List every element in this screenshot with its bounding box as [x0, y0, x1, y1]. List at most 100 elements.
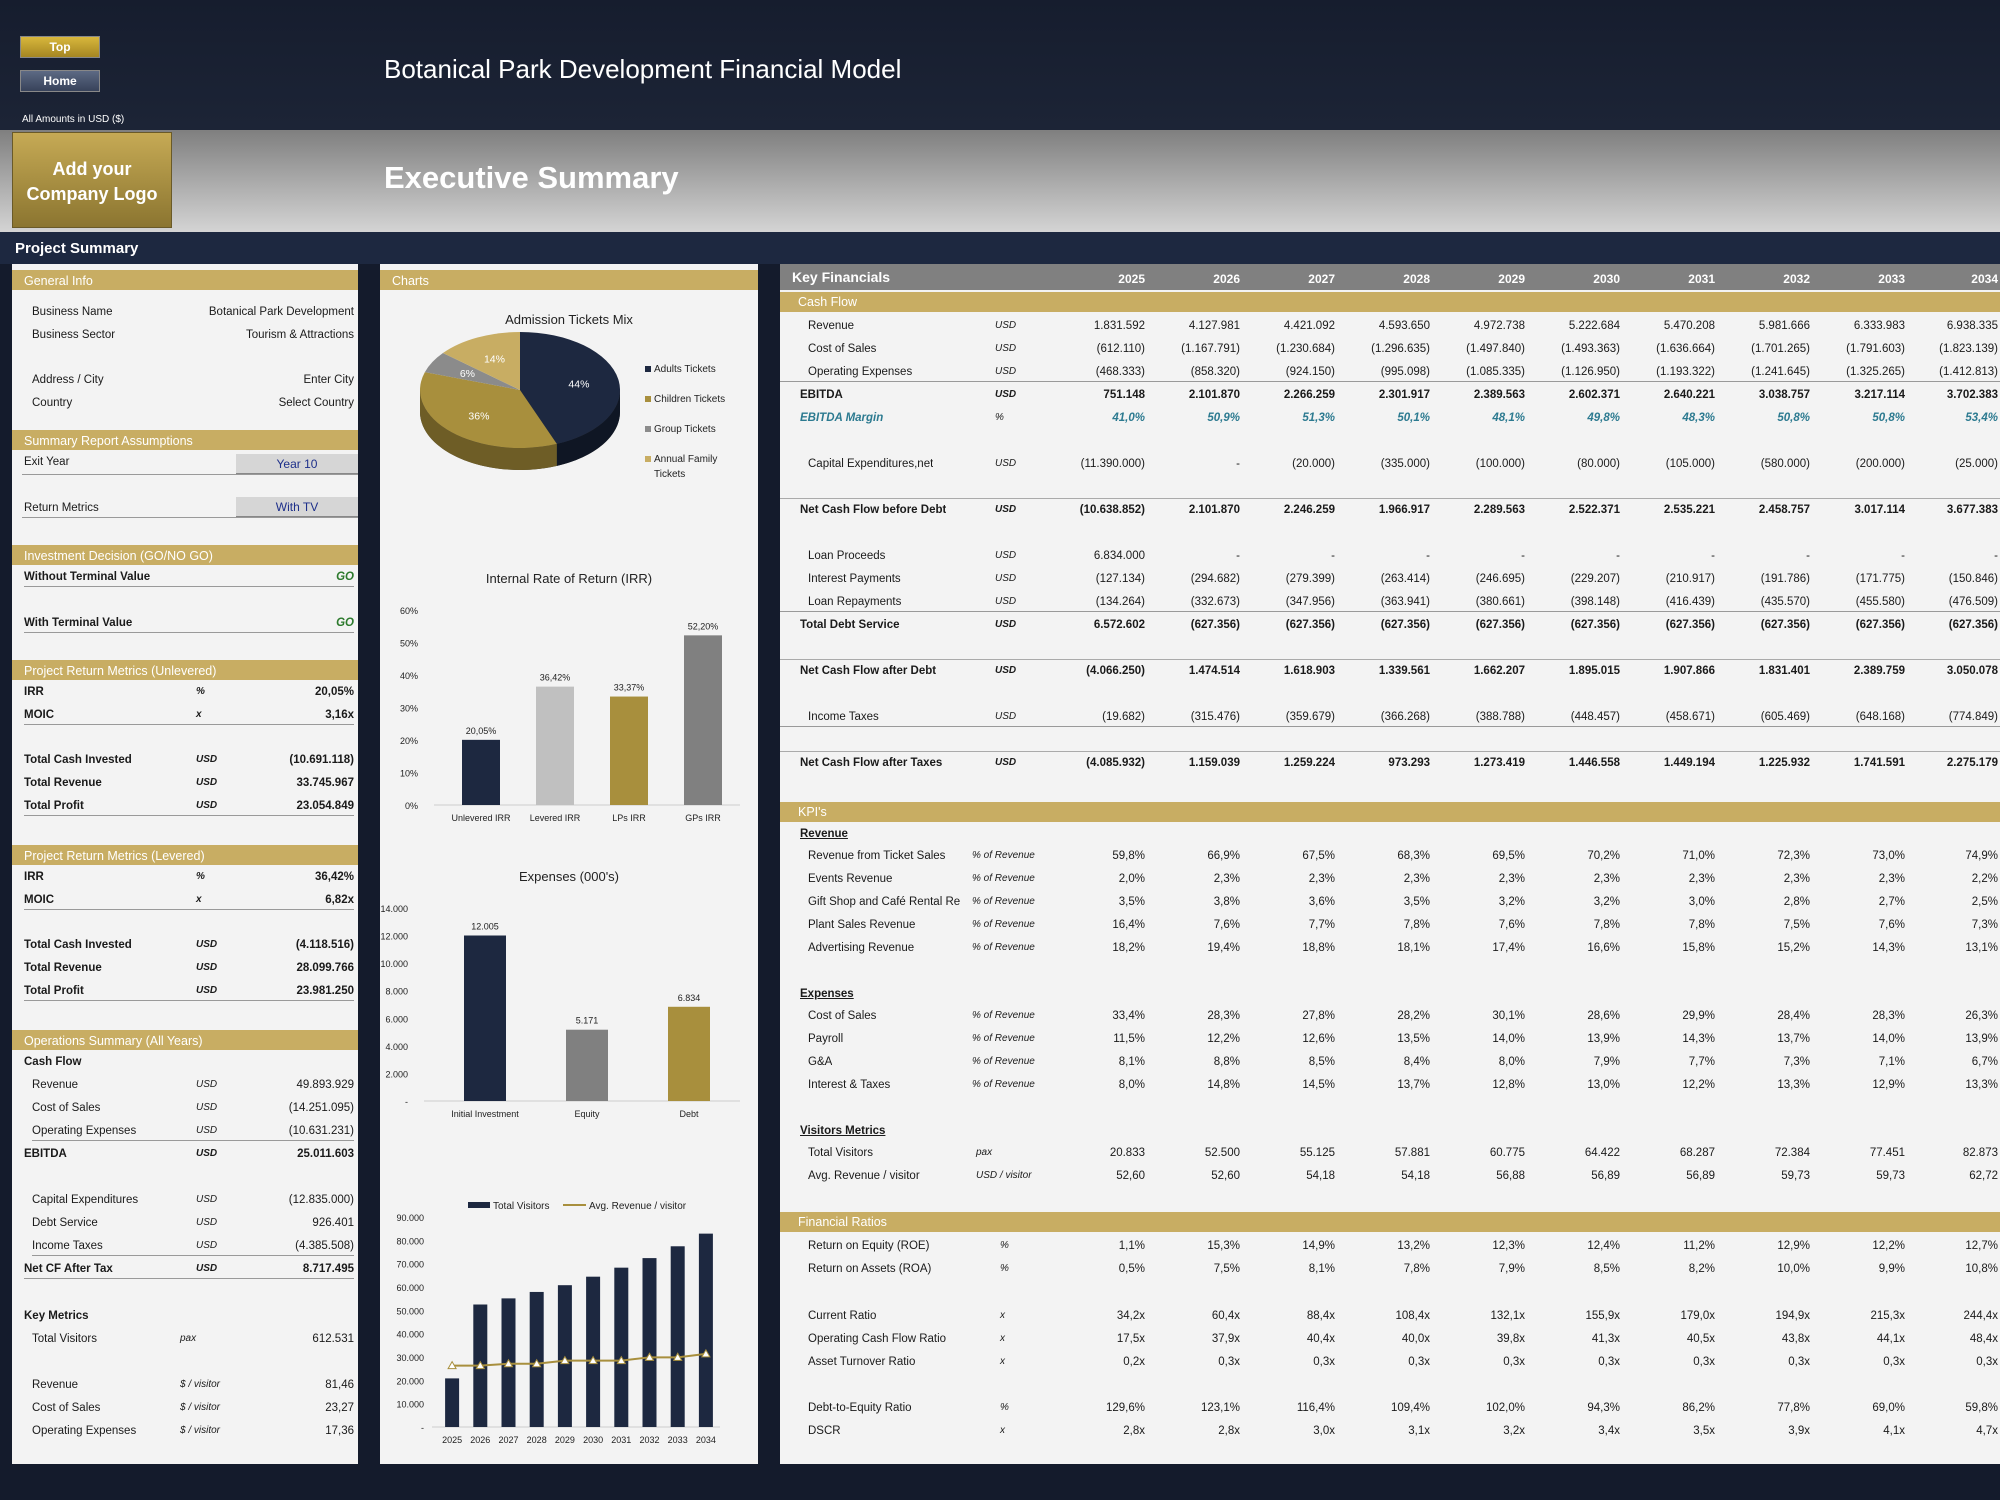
visitors-legend-bar [468, 1202, 490, 1208]
kpi-visitors-row-value: 62,72 [1969, 1170, 1998, 1182]
section-divider [780, 659, 2000, 660]
decision-row-value: GO [336, 617, 354, 629]
cashflow-row-value: (1.085.335) [1466, 366, 1525, 378]
kpi-visitors-row-value: 59,73 [1781, 1170, 1810, 1182]
kpi-expenses-row-value: 7,9% [1593, 1056, 1620, 1068]
ratio-row-value: 0,3x [1693, 1356, 1715, 1368]
avg-revenue-marker [588, 1355, 598, 1365]
unlevered-row-label: Total Profit [24, 800, 84, 812]
visitors-bar [614, 1267, 629, 1427]
kpi-revenue-row-value: 71,0% [1682, 850, 1715, 862]
cashflow-row-value: (359.679) [1285, 711, 1335, 723]
cashflow-row-value: 751.148 [1103, 389, 1145, 401]
unlevered-row-value: 23.054.849 [296, 800, 354, 812]
kpi-expenses-row-unit: % of Revenue [972, 1056, 1035, 1067]
cashflow-row-value: 3.017.114 [1854, 504, 1905, 516]
kpi-visitors-row-value: 59,73 [1876, 1170, 1905, 1182]
kpi-revenue-row: Events Revenue % of Revenue 2,0% 2,3% 2,3% 2,… [780, 869, 2000, 889]
operations-row-unit: USD [196, 1102, 218, 1113]
kpi-visitors-row-value: 52.500 [1204, 1147, 1240, 1159]
pie-slice [424, 353, 520, 390]
kpi-visitors-row-unit: pax [976, 1147, 993, 1158]
cashflow-row-value: (127.134) [1095, 573, 1145, 585]
cashflow-row: Net Cash Flow after Debt USD (4.066.250) 1.… [780, 661, 2000, 681]
pie-legend-swatch [645, 396, 651, 402]
cashflow-row-value: 2.458.757 [1758, 504, 1810, 516]
ratio-row-value: 40,0x [1401, 1333, 1430, 1345]
kpi-expenses-row: Cost of Sales % of Revenue 33,4% 28,3% 27,8%… [780, 1006, 2000, 1026]
cashflow-row-value: (210.917) [1665, 573, 1715, 585]
cashflow-row-value: (4.085.932) [1086, 757, 1145, 769]
kpi-visitors-row-value: 54,18 [1306, 1170, 1335, 1182]
general-info-row-label: Business Name [32, 306, 113, 318]
cashflow-row-value: (627.356) [1760, 619, 1810, 631]
cashflow-row-label: Income Taxes [808, 711, 879, 723]
pie-slice-side [420, 390, 557, 470]
ratio-row-value: 0,3x [1218, 1356, 1240, 1368]
ratio-row-value: 132,1x [1490, 1310, 1525, 1322]
avg-revenue-marker [503, 1358, 514, 1368]
kpi-visitors-row-value: 56,89 [1686, 1170, 1715, 1182]
key-financials-panel [780, 264, 2000, 1464]
levered-row-label: Total Revenue [24, 962, 102, 974]
ratio-row-unit: x [1000, 1310, 1005, 1321]
top-button[interactable]: Top [20, 36, 100, 58]
cashflow-row-value: 4.421.092 [1283, 320, 1335, 332]
levered-row: Total Profit USD 23.981.250 [24, 981, 354, 1001]
cashflow-row-value: 50,8% [1777, 412, 1810, 424]
pie-legend-swatch [645, 366, 651, 372]
cashflow-row-unit: USD [995, 366, 1017, 377]
kpi-expenses-row-label: Payroll [808, 1033, 844, 1045]
company-logo-placeholder[interactable]: Add your Company Logo [12, 132, 172, 228]
exit-year-input[interactable]: Year 10 [236, 454, 358, 474]
cashflow-row-value: 1.831.401 [1758, 665, 1810, 677]
kpi-revenue-row-value: 3,2% [1593, 896, 1620, 908]
cashflow-row-value: (1.493.363) [1561, 343, 1620, 355]
cashflow-row-value: (448.457) [1570, 711, 1620, 723]
cashflow-row-label: Net Cash Flow before Debt [800, 504, 947, 516]
key-metric-row-unit: $ / visitor [180, 1425, 221, 1436]
pie-slice [420, 372, 557, 448]
home-button[interactable]: Home [20, 70, 100, 92]
operations-row-unit: USD [196, 1125, 218, 1136]
cashflow-row-value: 3.677.383 [1946, 504, 1998, 516]
ratio-row-value: 215,3x [1870, 1310, 1905, 1322]
cashflow-row-value: 6.938.335 [1946, 320, 1998, 332]
ratio-row-unit: x [1000, 1356, 1005, 1367]
general-info-row-label: Business Sector [32, 329, 116, 341]
kpi-expenses-row-value: 30,1% [1492, 1010, 1525, 1022]
visitors-category: 2028 [527, 1435, 547, 1445]
kpi-revenue-row-value: 59,8% [1112, 850, 1145, 862]
kpi-visitors-row-label: Avg. Revenue / visitor [808, 1170, 920, 1182]
kpi-revenue-row-value: 3,2% [1498, 896, 1525, 908]
cashflow-row-value: 4.127.981 [1188, 320, 1240, 332]
cashflow-row-value: 50,1% [1397, 412, 1430, 424]
kpi-visitors-row-unit: USD / visitor [976, 1170, 1032, 1181]
cashflow-row: Total Debt Service USD 6.572.602 (627.356) (… [780, 615, 2000, 635]
chart2-bar [668, 1006, 710, 1101]
return-metrics-input[interactable]: With TV [236, 497, 358, 517]
cashflow-row-unit: USD [995, 619, 1017, 630]
ratio-row-value: 2,8x [1123, 1425, 1145, 1437]
cashflow-row: Interest Payments USD (127.134) (294.682) (2… [780, 569, 2000, 589]
cashflow-row: Operating Expenses USD (468.333) (858.320) (… [780, 362, 2000, 382]
kpi-expenses-row-value: 13,3% [1965, 1079, 1998, 1091]
cashflow-row-value: 1.662.207 [1473, 665, 1525, 677]
cashflow-row-value: 3.217.114 [1854, 389, 1905, 401]
cashflow-row-value: (605.469) [1760, 711, 1810, 723]
kpi-revenue-row-value: 18,2% [1112, 942, 1145, 954]
unlevered-row-value: 20,05% [314, 686, 354, 698]
ratio-row-value: 7,8% [1403, 1263, 1430, 1275]
key-financials-header: Key Financials 2025 2026 2027 2028 2029 2030 20… [780, 264, 2000, 290]
chart1-category: GPs IRR [685, 813, 721, 823]
year-header: 2026 [1213, 272, 1240, 286]
operations-row-label: Income Taxes [32, 1240, 103, 1252]
general-info-row: Business Sector Tourism & Attractions [32, 325, 354, 345]
kpi-expenses-label: Expenses [800, 988, 854, 1000]
year-header: 2025 [1118, 272, 1145, 286]
cashflow-row-label: Loan Repayments [808, 596, 902, 608]
decision-row-label: With Terminal Value [24, 617, 133, 629]
cashflow-row-value: (627.356) [1285, 619, 1335, 631]
cashflow-row-value: (279.399) [1285, 573, 1335, 585]
top-bar [0, 0, 2000, 130]
